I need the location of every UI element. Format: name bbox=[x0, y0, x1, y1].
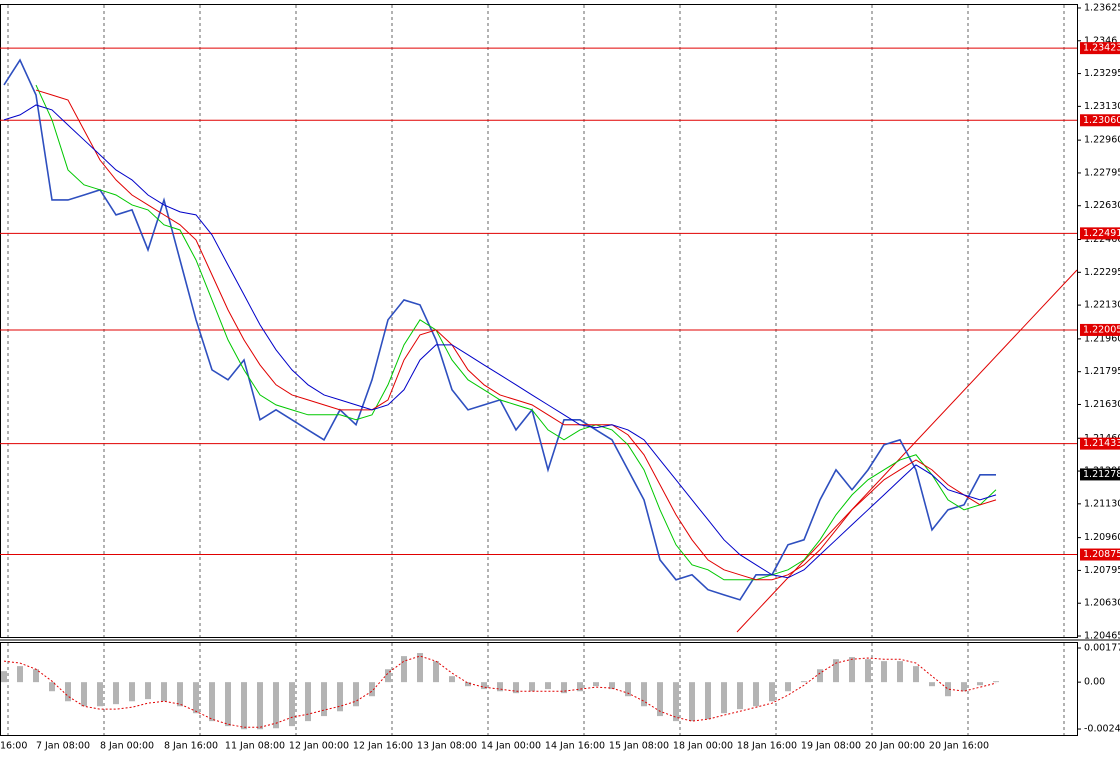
y-tick-label: 1.21795 bbox=[1084, 366, 1120, 377]
x-tick-label: 18 Jan 16:00 bbox=[737, 741, 797, 752]
x-tick-label: 19 Jan 08:00 bbox=[801, 741, 861, 752]
level-box bbox=[1080, 323, 1120, 336]
y-tick-label: 1.21960 bbox=[1084, 333, 1120, 344]
y-tick-label: 1.22130 bbox=[1084, 300, 1120, 311]
x-tick-label: 20 Jan 16:00 bbox=[929, 741, 989, 752]
x-tick-label: 16:00 bbox=[0, 741, 27, 752]
level-label: 1.20875 bbox=[1083, 549, 1120, 560]
y-tick-label: 1.20795 bbox=[1084, 565, 1120, 576]
x-tick-label: 15 Jan 08:00 bbox=[609, 741, 669, 752]
current-price-label: 1.21278 bbox=[1083, 469, 1120, 480]
level-label: 1.21433 bbox=[1083, 438, 1120, 449]
y-tick-label: 1.22960 bbox=[1084, 135, 1120, 146]
level-box bbox=[1080, 548, 1120, 561]
y-tick-label: 1.23625 bbox=[1084, 2, 1120, 13]
y-tick-label: 1.20630 bbox=[1084, 598, 1120, 609]
y-tick-label: 1.20960 bbox=[1084, 532, 1120, 543]
level-box bbox=[1080, 42, 1120, 55]
y-tick-label: 1.22295 bbox=[1084, 267, 1120, 278]
series-line bbox=[3, 655, 997, 728]
level-label: 1.23060 bbox=[1083, 115, 1120, 126]
current-price-box bbox=[1080, 468, 1120, 481]
level-box bbox=[1080, 114, 1120, 127]
series-line bbox=[35, 84, 997, 581]
series-line bbox=[35, 89, 997, 581]
level-label: 1.22005 bbox=[1083, 324, 1120, 335]
x-tick-label: 20 Jan 00:00 bbox=[865, 741, 925, 752]
x-tick-label: 12 Jan 00:00 bbox=[289, 741, 349, 752]
level-box bbox=[1080, 437, 1120, 450]
x-tick-label: 12 Jan 16:00 bbox=[353, 741, 413, 752]
level-box bbox=[1080, 227, 1120, 240]
x-tick-label: 13 Jan 08:00 bbox=[417, 741, 477, 752]
level-label: 1.22491 bbox=[1083, 228, 1120, 239]
macd-tick-label: -0.00243 bbox=[1084, 724, 1120, 735]
y-tick-label: 1.2346 bbox=[1084, 35, 1117, 46]
y-tick-label: 1.21630 bbox=[1084, 399, 1120, 410]
main-frame bbox=[0, 4, 1078, 638]
macd-tick-label: 0.00 bbox=[1084, 677, 1105, 688]
x-tick-label: 18 Jan 00:00 bbox=[673, 741, 733, 752]
x-tick-label: 14 Jan 16:00 bbox=[545, 741, 605, 752]
y-tick-label: 1.23130 bbox=[1084, 101, 1120, 112]
y-tick-label: 1.22630 bbox=[1084, 200, 1120, 211]
macd-tick-label: 0.00177 bbox=[1084, 643, 1120, 654]
series-line bbox=[3, 104, 997, 579]
x-tick-label: 8 Jan 00:00 bbox=[100, 741, 154, 752]
level-label: 1.23423 bbox=[1083, 43, 1120, 54]
x-tick-label: 8 Jan 16:00 bbox=[164, 741, 218, 752]
macd-frame bbox=[0, 642, 1078, 736]
y-tick-label: 1.20465 bbox=[1084, 631, 1120, 642]
y-tick-label: 1.21130 bbox=[1084, 498, 1120, 509]
x-tick-label: 11 Jan 08:00 bbox=[225, 741, 285, 752]
x-tick-label: 14 Jan 00:00 bbox=[481, 741, 541, 752]
x-tick-label: 7 Jan 08:00 bbox=[36, 741, 90, 752]
y-tick-label: 1.22795 bbox=[1084, 167, 1120, 178]
y-tick-label: 1.23295 bbox=[1084, 68, 1120, 79]
y-tick-label: 1.22460 bbox=[1084, 234, 1120, 245]
